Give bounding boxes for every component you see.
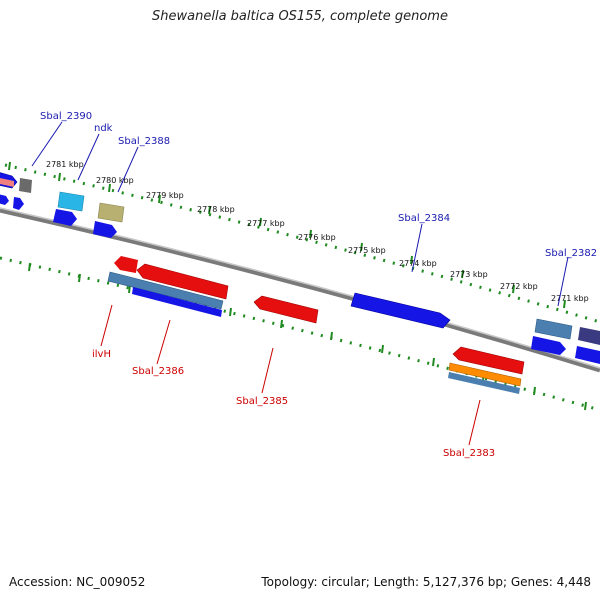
- accession-text: Accession: NC_009052: [9, 575, 146, 589]
- gene-feature[interactable]: [531, 336, 566, 355]
- scale-label: 2778 kbp: [197, 205, 235, 214]
- gene-feature[interactable]: [107, 271, 224, 310]
- gene-feature[interactable]: [0, 194, 9, 205]
- gene-feature[interactable]: [452, 346, 525, 375]
- gene-label-sbal-2385[interactable]: Sbal_2385: [236, 396, 288, 407]
- scale-label: 2771 kbp: [551, 294, 589, 303]
- gene-feature[interactable]: [13, 197, 24, 210]
- scale-label: 2777 kbp: [247, 219, 285, 228]
- gene-label-ilvh[interactable]: ilvH: [92, 349, 111, 360]
- gene-feature[interactable]: [0, 178, 14, 187]
- gene-feature[interactable]: [57, 191, 85, 212]
- gene-feature[interactable]: [448, 362, 522, 387]
- forward-features: [0, 172, 600, 364]
- scale-label: 2773 kbp: [450, 270, 488, 279]
- gene-label-sbal-2390[interactable]: Sbal_2390: [40, 111, 92, 122]
- gene-feature[interactable]: [114, 256, 138, 273]
- gene-feature[interactable]: [448, 372, 520, 394]
- gene-label-sbal-2384[interactable]: Sbal_2384: [398, 213, 450, 224]
- scale-label: 2775 kbp: [348, 246, 386, 255]
- scale-label: 2776 kbp: [298, 233, 336, 242]
- gene-feature[interactable]: [578, 327, 600, 345]
- gene-feature[interactable]: [19, 178, 32, 193]
- map-title: Shewanella baltica OS155, complete genom…: [152, 9, 448, 24]
- backbone-highlight: [0, 207, 600, 369]
- reverse-features: [107, 256, 525, 394]
- gene-labels: Sbal_2390 ndk Sbal_2388 Sbal_2384 Sbal_2…: [40, 111, 597, 459]
- gene-feature[interactable]: [350, 292, 451, 329]
- gene-label-ndk[interactable]: ndk: [94, 123, 113, 134]
- outer-major-ticks: [8, 161, 566, 309]
- scale-label: 2779 kbp: [146, 191, 184, 200]
- genome-summary-text: Topology: circular; Length: 5,127,376 bp…: [261, 575, 591, 589]
- gene-label-sbal-2386[interactable]: Sbal_2386: [132, 366, 184, 377]
- gene-label-sbal-2383[interactable]: Sbal_2383: [443, 448, 495, 459]
- scale-label: 2774 kbp: [399, 259, 437, 268]
- scale-labels: 2781 kbp 2780 kbp 2779 kbp 2778 kbp 2777…: [46, 160, 589, 303]
- gene-feature[interactable]: [136, 263, 229, 300]
- inner-scale-line: [0, 256, 600, 412]
- leader-lines: [31, 121, 569, 446]
- outer-scale-line: [4, 163, 600, 324]
- gene-feature[interactable]: [534, 318, 573, 340]
- gene-feature[interactable]: [132, 287, 222, 317]
- gene-feature[interactable]: [575, 346, 600, 364]
- genome-backbone: [0, 207, 600, 373]
- scale-label: 2772 kbp: [500, 282, 538, 291]
- gene-feature[interactable]: [97, 202, 125, 223]
- gene-label-sbal-2388[interactable]: Sbal_2388: [118, 136, 170, 147]
- gene-feature[interactable]: [53, 209, 77, 226]
- scale-label: 2781 kbp: [46, 160, 84, 169]
- gene-feature[interactable]: [93, 221, 117, 238]
- scale-label: 2780 kbp: [96, 176, 134, 185]
- gene-label-sbal-2382[interactable]: Sbal_2382: [545, 248, 597, 259]
- gene-feature[interactable]: [253, 295, 319, 324]
